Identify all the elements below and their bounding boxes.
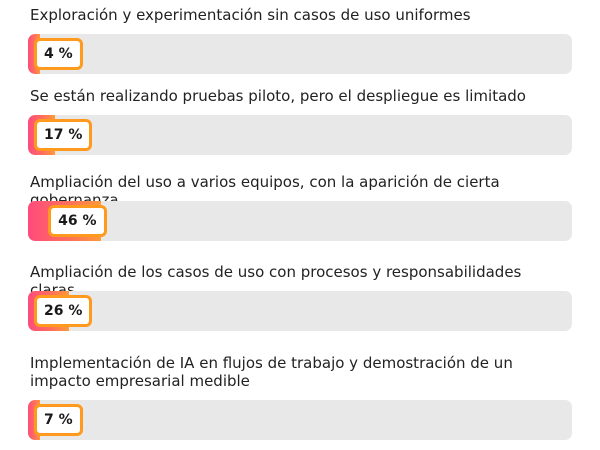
bar-category-label: Implementación de IA en flujos de trabaj… [30, 354, 513, 390]
bar-value-label: 26 % [34, 295, 93, 327]
bar-track: 4 % [28, 34, 572, 74]
bar-track: 17 % [28, 115, 572, 155]
bar-value-label: 17 % [34, 119, 93, 151]
bar-category-label: Se están realizando pruebas piloto, pero… [30, 87, 526, 105]
bar-track: 26 % [28, 291, 572, 331]
bar-value-label: 46 % [48, 205, 107, 237]
bar-category-label: Exploración y experimentación sin casos … [30, 6, 471, 24]
bar-value-label: 4 % [34, 38, 83, 70]
bar-track: 7 % [28, 400, 572, 440]
bar-value-label: 7 % [34, 404, 83, 436]
bar-track: 46 % [28, 201, 572, 241]
